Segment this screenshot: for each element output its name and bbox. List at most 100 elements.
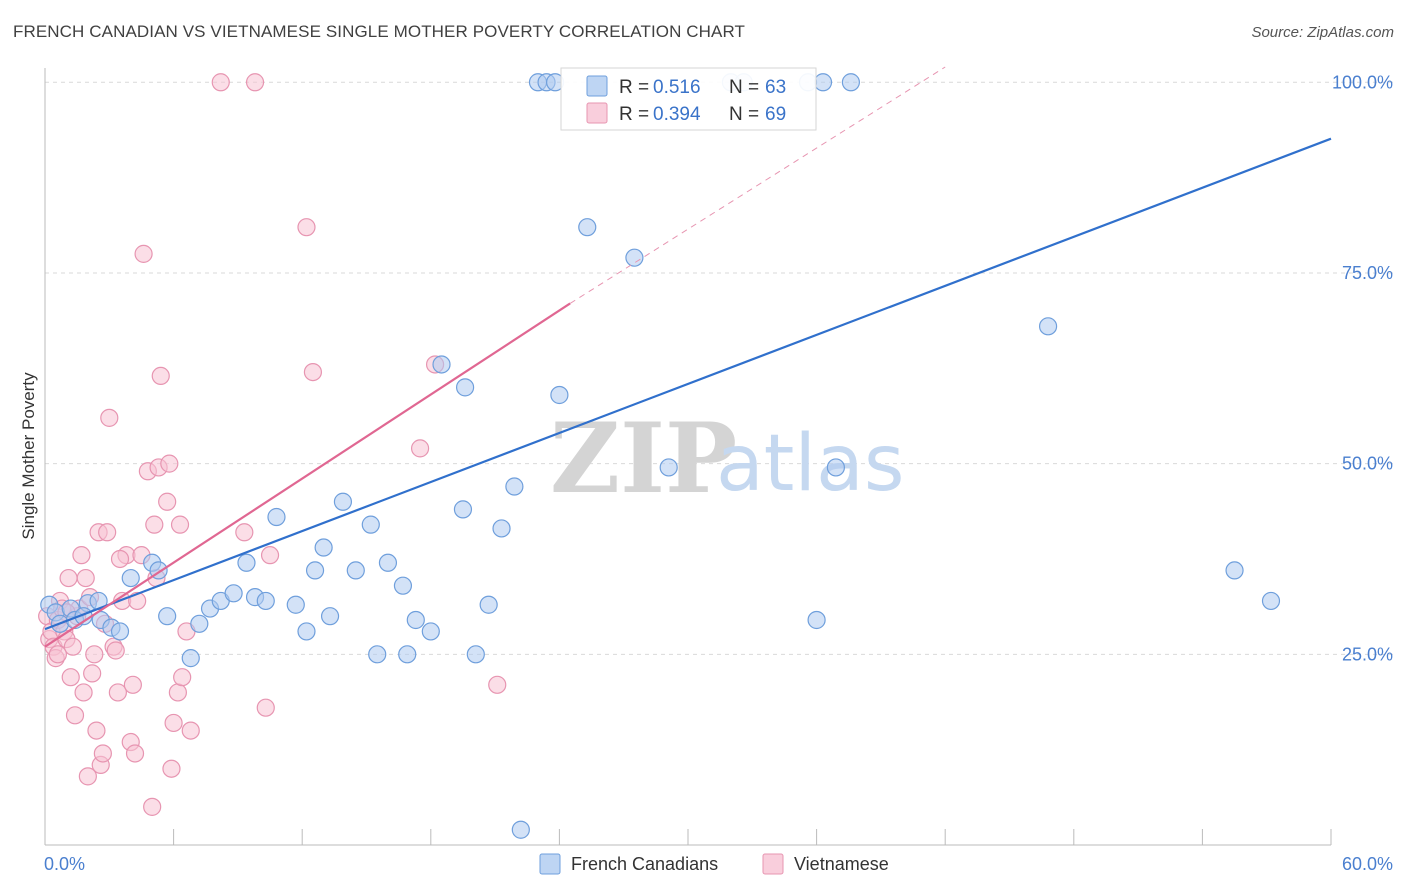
vietnamese-point-32 [108, 683, 127, 702]
vietnamese-point-52 [170, 515, 190, 534]
vietnamese-point-63 [410, 439, 430, 458]
trend-line-vietnamese [44, 302, 571, 648]
vietnamese-point-23 [87, 721, 106, 740]
french-canadians-point-24 [297, 622, 316, 641]
legend-n-label-vietnamese: N = [729, 104, 759, 125]
series-vietnamese-points [38, 73, 507, 816]
vietnamese-point-67 [48, 645, 67, 664]
french-canadians-point-61 [1261, 591, 1281, 611]
french-canadians-point-23 [286, 595, 305, 614]
french-canadians-point-56 [807, 610, 826, 630]
x-tick-label-max: 60.0% [1342, 854, 1393, 874]
y-tick-label-3: 100.0% [1332, 72, 1393, 92]
legend-n-value-vietnamese: 69 [765, 104, 786, 125]
french-canadians-point-32 [378, 553, 398, 572]
y-axis-label: Single Mother Poverty [19, 372, 38, 540]
vietnamese-point-57 [235, 523, 254, 542]
french-canadians-point-42 [492, 519, 511, 538]
trend-lines [44, 66, 1332, 648]
french-canadians-point-21 [256, 591, 275, 611]
legend-swatch-vietnamese [586, 102, 608, 124]
french-canadians-point-10 [121, 568, 140, 588]
french-canadians-point-51 [659, 458, 678, 477]
vietnamese-point-60 [260, 546, 280, 565]
french-canadians-point-44 [511, 820, 530, 839]
watermark-zip: ZIP [550, 402, 737, 515]
french-canadians-point-49 [578, 218, 597, 237]
vietnamese-point-49 [162, 759, 181, 778]
legend-r-value-french-canadians: 0.516 [653, 77, 701, 98]
french-canadians-point-48 [550, 385, 569, 405]
chart-title: FRENCH CANADIAN VS VIETNAMESE SINGLE MOT… [13, 22, 746, 41]
y-tick-label-2: 75.0% [1342, 263, 1393, 283]
vietnamese-point-40 [134, 244, 153, 263]
vietnamese-point-12 [63, 637, 82, 656]
vietnamese-point-61 [297, 218, 316, 237]
french-canadians-point-60 [1225, 561, 1244, 580]
french-canadians-point-58 [841, 73, 860, 92]
chart-source: Source: ZipAtlas.com [1251, 24, 1394, 41]
french-canadians-point-55 [813, 73, 833, 92]
vietnamese-point-48 [160, 454, 179, 473]
vietnamese-point-19 [78, 767, 97, 786]
vietnamese-point-10 [59, 568, 78, 588]
legend-swatch-french-canadians [586, 75, 608, 97]
french-canadians-point-15 [190, 614, 209, 633]
legend-r-label-vietnamese: R = [619, 104, 649, 125]
vietnamese-point-66 [110, 549, 130, 569]
vietnamese-point-21 [83, 664, 102, 683]
vietnamese-point-59 [256, 698, 275, 717]
y-tick-label-0: 25.0% [1342, 644, 1393, 664]
vietnamese-point-53 [173, 668, 192, 687]
vietnamese-point-16 [72, 546, 91, 565]
trend-line-vietnamese-extension [569, 66, 946, 304]
vietnamese-point-42 [143, 797, 162, 816]
legend-n-label-french-canadians: N = [729, 77, 759, 98]
bottom-legend-label-vietnamese: Vietnamese [794, 854, 889, 874]
vietnamese-point-29 [100, 408, 119, 427]
y-axis-tick-labels: 25.0% 50.0% 75.0% 100.0% [1332, 72, 1393, 664]
french-canadians-point-19 [237, 553, 256, 572]
legend-r-label-french-canadians: R = [619, 77, 649, 98]
french-canadians-point-18 [224, 584, 243, 603]
bottom-legend-label-french-canadians: French Canadians [571, 854, 718, 874]
french-canadians-point-39 [453, 500, 473, 519]
vietnamese-point-17 [74, 683, 93, 702]
vietnamese-point-47 [158, 492, 177, 511]
french-canadians-point-43 [505, 477, 524, 496]
gridlines [45, 81, 1393, 655]
bottom-legend-swatch-french-canadians [539, 853, 561, 875]
legend-r-value-vietnamese: 0.394 [653, 104, 701, 125]
french-canadians-point-37 [432, 355, 451, 374]
french-canadians-point-35 [406, 610, 425, 630]
watermark: ZIP atlas [550, 402, 905, 515]
vietnamese-point-22 [85, 645, 104, 664]
vietnamese-point-43 [145, 515, 164, 534]
stats-legend: R = 0.516 N = 63 R = 0.394 N = 69 [560, 67, 817, 131]
vietnamese-point-51 [168, 683, 187, 702]
vietnamese-point-13 [65, 706, 85, 725]
vietnamese-point-50 [164, 713, 183, 733]
x-axis-ticks [173, 829, 1332, 845]
vietnamese-point-31 [106, 641, 125, 660]
french-canadians-point-36 [421, 622, 440, 641]
french-canadians-point-41 [479, 595, 498, 614]
french-canadians-point-34 [398, 645, 417, 664]
vietnamese-point-26 [93, 744, 112, 763]
legend-n-value-french-canadians: 63 [765, 77, 786, 98]
vietnamese-point-65 [488, 675, 507, 694]
vietnamese-point-55 [181, 721, 200, 740]
vietnamese-point-37 [125, 744, 145, 763]
vietnamese-point-58 [245, 73, 265, 92]
french-canadians-point-59 [1038, 317, 1058, 336]
french-canadians-point-50 [625, 248, 644, 267]
vietnamese-point-28 [98, 523, 117, 542]
french-canadians-point-9 [110, 622, 130, 641]
vietnamese-point-11 [61, 668, 80, 687]
vietnamese-point-18 [76, 568, 95, 588]
bottom-legend-swatch-vietnamese [762, 853, 784, 875]
french-canadians-point-13 [158, 607, 177, 626]
french-canadians-point-27 [320, 607, 340, 626]
french-canadians-point-28 [333, 492, 353, 511]
